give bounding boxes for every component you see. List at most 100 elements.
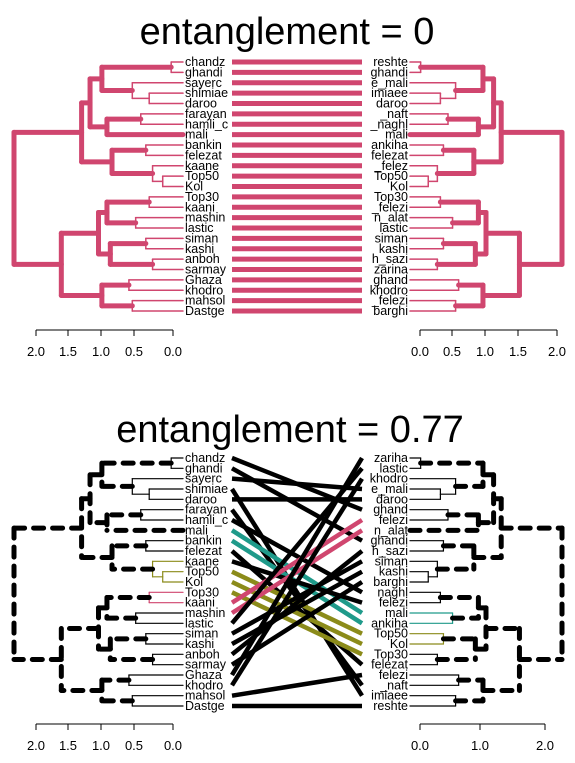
left-leaf-label: sarmay bbox=[185, 263, 227, 277]
right-axis-tick-label: 0.5 bbox=[443, 344, 461, 359]
left-leaf-label: Top50 bbox=[185, 169, 219, 183]
right-leaf-label: barghi bbox=[373, 575, 408, 589]
right-leaf-label: h_sazi bbox=[372, 252, 408, 266]
left-leaf-label: Dastge bbox=[185, 699, 225, 713]
right-leaf-label: n_alat bbox=[374, 211, 409, 225]
left-leaf-label: Kol bbox=[185, 180, 203, 194]
right-leaf-label: lastic bbox=[380, 461, 408, 475]
left-leaf-label: bankin bbox=[185, 138, 222, 152]
right-leaf-label: felezat bbox=[371, 658, 408, 672]
left-leaf-label: chandz bbox=[185, 55, 225, 69]
panel-2-right-labels: zarihalastickhodroe_malidarooghandfelezi… bbox=[370, 451, 409, 713]
right-leaf-label: mali bbox=[385, 606, 408, 620]
left-leaf-label: daroo bbox=[185, 492, 217, 506]
left-leaf-label: mali bbox=[185, 128, 208, 142]
left-axis-tick-label: 1.0 bbox=[92, 738, 110, 753]
right-axis-tick-label: 0.0 bbox=[411, 344, 429, 359]
left-axis-tick-label: 0.0 bbox=[164, 738, 182, 753]
panel-2-right-dendrogram bbox=[407, 457, 565, 707]
left-leaf-label: farayan bbox=[185, 503, 227, 517]
connection-line bbox=[230, 456, 364, 677]
right-leaf-label: mali bbox=[385, 128, 408, 142]
connection-line bbox=[230, 559, 364, 636]
left-leaf-label: hamli_c bbox=[185, 117, 228, 131]
left-leaf-label: shimiae bbox=[185, 86, 228, 100]
right-leaf-label: felezat bbox=[371, 148, 408, 162]
panel-2-left-axis: 2.0 1.5 1.0 0.5 0.0 bbox=[27, 723, 182, 753]
left-leaf-label: Top30 bbox=[185, 585, 219, 599]
right-axis-tick-label: 2.0 bbox=[536, 738, 554, 753]
right-leaf-label: kashi bbox=[379, 565, 408, 579]
left-axis-tick-label: 0.5 bbox=[125, 738, 143, 753]
panel-1-right-labels: reshteghandie_maliimiaeedaroo_naft_naghl… bbox=[369, 55, 408, 318]
left-axis-tick-label: 2.0 bbox=[27, 344, 45, 359]
right-axis-tick-label: 1.0 bbox=[471, 738, 489, 753]
right-leaf-label: Top50 bbox=[374, 627, 408, 641]
right-leaf-label: zariha bbox=[374, 451, 408, 465]
right-leaf-label: khodro bbox=[370, 472, 408, 486]
left-leaf-label: lastic bbox=[185, 616, 213, 630]
right-leaf-label: daroo bbox=[376, 97, 408, 111]
connection-line bbox=[231, 672, 363, 698]
left-leaf-label: mashin bbox=[185, 606, 225, 620]
right-leaf-label: siman bbox=[375, 554, 408, 568]
right-leaf-label: felezi bbox=[379, 596, 408, 610]
left-leaf-label: kaani bbox=[185, 200, 215, 214]
left-leaf-label: mashin bbox=[185, 211, 225, 225]
left-leaf-label: Top30 bbox=[185, 190, 219, 204]
right-leaf-label: felezi bbox=[379, 513, 408, 527]
left-axis-tick-label: 1.5 bbox=[59, 344, 77, 359]
right-leaf-label: daroo bbox=[376, 492, 408, 506]
left-leaf-label: ghandi bbox=[185, 65, 223, 79]
left-axis-tick-label: 1.0 bbox=[92, 344, 110, 359]
panel-2-connections bbox=[230, 455, 364, 709]
panel-2-left-labels: chandzghandisayercshimiaedaroofarayanham… bbox=[185, 451, 228, 713]
left-leaf-label: farayan bbox=[185, 107, 227, 121]
right-leaf-label: ghand bbox=[373, 273, 408, 287]
tanglegram-panel-1: entanglement = 0 chandzghandisayercshimi… bbox=[11, 11, 566, 359]
right-leaf-label: ankiha bbox=[371, 138, 408, 152]
right-leaf-label: imiaee bbox=[371, 86, 408, 100]
panel-1-connections bbox=[232, 59, 362, 314]
panel-1-left-axis: 2.0 1.5 1.0 0.5 0.0 bbox=[27, 329, 182, 359]
left-leaf-label: khodro bbox=[185, 283, 223, 297]
left-leaf-label: siman bbox=[185, 627, 218, 641]
connection-line bbox=[231, 579, 363, 647]
connection-line bbox=[230, 518, 364, 595]
right-leaf-label: ghandi bbox=[370, 65, 408, 79]
panel-1-right-axis: 0.0 0.5 1.0 1.5 2.0 bbox=[411, 329, 566, 359]
left-leaf-label: felezat bbox=[185, 148, 222, 162]
right-leaf-label: Kol bbox=[390, 180, 408, 194]
panel-2-right-axis: 0.0 1.0 2.0 bbox=[411, 723, 554, 753]
right-leaf-label: lastic bbox=[380, 221, 408, 235]
left-leaf-label: kashi bbox=[185, 242, 214, 256]
left-axis-tick-label: 2.0 bbox=[27, 738, 45, 753]
left-leaf-label: daroo bbox=[185, 97, 217, 111]
right-leaf-label: barghi bbox=[373, 304, 408, 318]
right-leaf-label: ankiha bbox=[371, 616, 408, 630]
right-leaf-label: _naft bbox=[379, 107, 408, 121]
right-leaf-label: siman bbox=[375, 231, 408, 245]
right-axis-tick-label: 1.0 bbox=[476, 344, 494, 359]
left-leaf-label: shimiae bbox=[185, 482, 228, 496]
left-leaf-label: mali bbox=[185, 523, 208, 537]
left-leaf-label: kaane bbox=[185, 159, 219, 173]
right-leaf-label: _naft bbox=[379, 678, 408, 692]
left-leaf-label: Kol bbox=[185, 575, 203, 589]
right-leaf-label: reshte bbox=[373, 699, 408, 713]
left-leaf-label: kaane bbox=[185, 554, 219, 568]
left-leaf-label: sayerc bbox=[185, 76, 222, 90]
right-leaf-label: imiaee bbox=[371, 689, 408, 703]
right-leaf-label: naghl bbox=[377, 585, 408, 599]
left-leaf-label: mahsol bbox=[185, 689, 225, 703]
right-leaf-label: e_mali bbox=[371, 76, 408, 90]
tanglegram-panel-2: entanglement = 0.77 chandzghandisayercsh… bbox=[11, 409, 565, 753]
right-leaf-label: kashi bbox=[379, 242, 408, 256]
left-axis-tick-label: 0.0 bbox=[164, 344, 182, 359]
panel-2-left-dendrogram bbox=[11, 457, 186, 707]
panel-1-left-dendrogram bbox=[11, 61, 186, 312]
left-leaf-label: bankin bbox=[185, 534, 222, 548]
right-leaf-label: _felez bbox=[374, 159, 408, 173]
right-leaf-label: Top50 bbox=[374, 169, 408, 183]
right-leaf-label: _naghl bbox=[369, 117, 408, 131]
